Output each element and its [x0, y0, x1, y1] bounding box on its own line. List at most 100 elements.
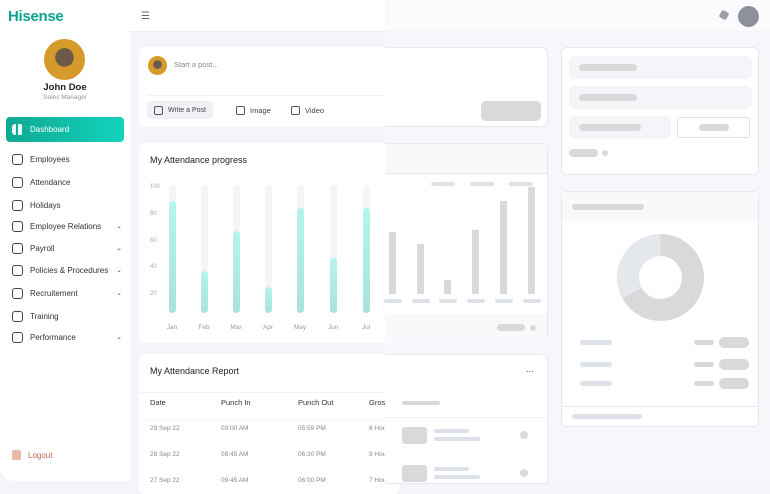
sidebar-item-dashboard[interactable]: Dashboard: [6, 117, 124, 142]
document-icon: [12, 220, 23, 232]
table-cell: 8 Hou: [369, 425, 387, 432]
x-tick-label: Jun: [327, 324, 339, 331]
composer-avatar: [148, 56, 167, 75]
y-tick-label: 40: [150, 264, 157, 271]
x-tick-label: Jul: [361, 324, 371, 331]
y-tick-label: 60: [150, 237, 157, 244]
x-tick-label: Apr: [262, 324, 274, 331]
chevron-down-icon[interactable]: ⌄: [116, 290, 122, 297]
profile-icon[interactable]: [738, 6, 759, 27]
column-header: Punch Out: [298, 398, 334, 407]
sidebar-item-performance[interactable]: Performance ⌄: [6, 326, 124, 348]
divider: [139, 419, 399, 420]
sidebar-item-label: Dashboard: [30, 125, 70, 134]
y-tick-label: 20: [150, 291, 157, 297]
skeleton-list-card: [385, 354, 548, 484]
star-icon: [12, 287, 23, 299]
sidebar-item-label: Employees: [30, 154, 70, 164]
column-header: Punch In: [221, 398, 251, 407]
edit-icon: [154, 105, 163, 115]
chevron-down-icon[interactable]: ⌄: [116, 267, 122, 274]
attendance-progress-title: My Attendance progress: [150, 155, 248, 165]
bar-jul[interactable]: [362, 208, 370, 313]
user-role: Sales Manager: [43, 94, 87, 101]
sidebar-item-label: Performance: [30, 332, 76, 342]
skeleton-button: [481, 101, 541, 121]
sidebar: Hisense John Doe Sales Manager Dashboard…: [0, 0, 130, 481]
users-icon: [12, 153, 23, 165]
logout-icon: [12, 450, 21, 460]
sidebar-item-employees[interactable]: Employees: [6, 148, 124, 170]
x-tick-label: May: [293, 324, 307, 331]
sidebar-item-recruitement[interactable]: Recruitement ⌄: [6, 282, 124, 304]
sidebar-item-training[interactable]: Training: [6, 305, 124, 327]
skeleton-chart-card: [384, 143, 548, 341]
post-input[interactable]: Start a post...: [174, 60, 219, 69]
column-header: Gros: [369, 398, 386, 407]
chart-icon: [12, 242, 23, 254]
attendance-report-title: My Attendance Report: [150, 366, 240, 376]
table-cell: 09:00 AM: [221, 425, 249, 432]
calendar-icon: [12, 176, 23, 188]
hisense-logo: Hisense: [8, 8, 64, 25]
video-button[interactable]: Video: [284, 101, 331, 119]
skeleton-card: [385, 47, 548, 127]
sidebar-item-policies-procedures[interactable]: Policies & Procedures ⌄: [6, 259, 124, 281]
sidebar-item-label: Holidays: [30, 200, 61, 210]
bar-track: [200, 185, 208, 313]
write-post-label: Write a Post: [168, 106, 206, 114]
trend-icon: [12, 331, 23, 343]
bar-track: [264, 185, 272, 313]
attendance-report-card: My Attendance Report: [139, 354, 399, 494]
sidebar-item-attendance[interactable]: Attendance: [6, 171, 124, 193]
bar-track: [329, 185, 337, 313]
sidebar-item-label: Policies & Procedures: [30, 265, 109, 275]
x-tick-label: Jan: [166, 324, 178, 331]
table-cell: 06:30 PM: [298, 451, 326, 458]
user-name: John Doe: [43, 82, 87, 93]
write-post-button[interactable]: Write a Post: [147, 101, 213, 119]
chevron-down-icon[interactable]: ⌄: [116, 334, 122, 341]
chevron-down-icon[interactable]: ⌄: [116, 245, 122, 252]
bar-apr[interactable]: [264, 286, 272, 313]
divider: [139, 392, 399, 393]
bar-may[interactable]: [296, 208, 304, 313]
sidebar-item-holidays[interactable]: Holidays: [6, 194, 124, 216]
sidebar-item-employee-relations[interactable]: Employee Relations ⌄: [6, 215, 124, 237]
report-menu-button[interactable]: ...: [526, 364, 534, 374]
post-composer: Start a post... Write a Post Image Video: [139, 47, 399, 127]
graduation-cap-icon: [12, 310, 23, 322]
table-cell: 29 Sep 22: [150, 425, 180, 432]
book-icon: [12, 264, 23, 276]
sidebar-item-label: Training: [30, 311, 59, 321]
logout-label: Logout: [28, 450, 53, 460]
bar-feb[interactable]: [200, 270, 208, 313]
x-tick-label: Mar: [230, 324, 242, 331]
video-label: Video: [305, 105, 325, 115]
user-avatar[interactable]: [44, 39, 85, 80]
y-tick-label: 100: [150, 184, 161, 190]
holiday-icon: [12, 199, 23, 211]
grid-icon: [12, 124, 23, 135]
skeleton-donut-card: [561, 191, 759, 427]
bar-jan[interactable]: [168, 201, 176, 313]
hamburger-menu-icon[interactable]: ☰: [141, 11, 150, 22]
sidebar-item-label: Employee Relations: [30, 221, 102, 231]
sidebar-item-payroll[interactable]: Payroll ⌄: [6, 237, 124, 259]
table-cell: 28 Sep 22: [150, 451, 180, 458]
table-cell: 05:59 PM: [298, 425, 326, 432]
bar-jun[interactable]: [329, 257, 337, 313]
chevron-down-icon[interactable]: ⌄: [116, 223, 122, 230]
sidebar-item-label: Payroll: [30, 243, 55, 253]
video-icon: [291, 105, 300, 115]
logout-button[interactable]: Logout: [12, 450, 52, 460]
table-cell: 9 Hou: [369, 451, 387, 458]
bar-mar[interactable]: [232, 230, 240, 313]
image-label: Image: [250, 105, 271, 115]
divider: [147, 95, 397, 96]
sidebar-item-label: Attendance: [30, 177, 71, 187]
column-header: Date: [150, 398, 166, 407]
image-icon: [236, 105, 245, 115]
sidebar-item-label: Recruitement: [30, 288, 78, 298]
image-button[interactable]: Image: [229, 101, 278, 119]
